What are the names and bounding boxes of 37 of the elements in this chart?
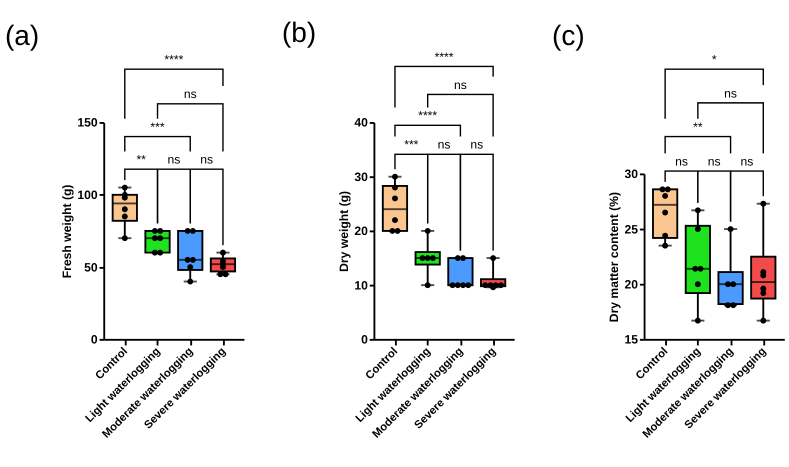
- text: ns: [740, 154, 754, 168]
- y-tick-label: 10: [354, 278, 368, 292]
- annotation: ***: [404, 138, 419, 152]
- y-axis-title: Dry weight (g): [336, 190, 351, 272]
- annotation: **: [136, 152, 146, 167]
- y-tick-label: 30: [624, 167, 638, 182]
- annotation: ***: [150, 120, 165, 134]
- text: *: [712, 52, 717, 67]
- text: ****: [434, 50, 454, 64]
- chart-title: (a): [4, 20, 40, 51]
- y-axis-title: Dry matter content (%): [606, 192, 621, 322]
- y-tick-label: 30: [354, 170, 368, 184]
- y-tick-label: 50: [84, 260, 98, 274]
- annotation: ns: [200, 152, 214, 167]
- text: ns: [708, 154, 721, 168]
- chart-title: (c): [552, 20, 585, 51]
- y-tick-label: 20: [624, 277, 638, 292]
- text: **: [693, 120, 703, 134]
- text: ****: [164, 52, 184, 67]
- annotation: ns: [167, 152, 180, 167]
- y-tick-label: 0: [361, 332, 368, 347]
- text: ns: [184, 87, 197, 102]
- text: ns: [675, 154, 688, 168]
- y-tick-label: 40: [354, 116, 368, 130]
- annotation: ns: [438, 138, 450, 152]
- text: ****: [418, 108, 438, 123]
- text: ns: [454, 78, 467, 92]
- y-tick-label: 150: [77, 116, 98, 130]
- y-tick-label: 15: [624, 332, 638, 347]
- y-tick-label: 25: [624, 222, 638, 236]
- y-axis-title: Fresh weight (g): [60, 184, 74, 278]
- y-tick-label: 20: [354, 224, 368, 238]
- chart-title: (b): [282, 17, 316, 48]
- annotation: ns: [470, 138, 484, 152]
- y-tick-label: 100: [77, 188, 98, 202]
- text: ns: [724, 86, 737, 100]
- y-tick-label: 0: [90, 332, 98, 347]
